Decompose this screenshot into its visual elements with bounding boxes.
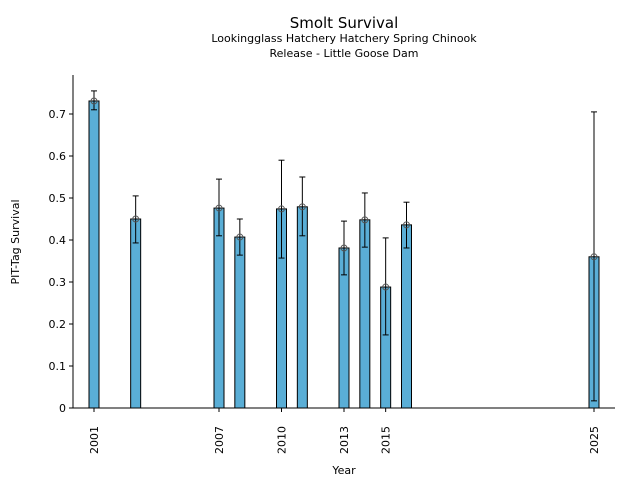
point-marker: [236, 233, 244, 241]
x-tick-label: 2025: [588, 426, 601, 454]
x-tick-label: 2010: [276, 426, 289, 454]
point-marker: [90, 97, 98, 105]
point-marker: [361, 216, 369, 224]
point-marker: [590, 253, 598, 261]
bar-2003: [130, 218, 142, 409]
chart-subtitle-1: Lookingglass Hatchery Hatchery Spring Ch…: [211, 32, 477, 45]
bar-2001: [88, 100, 100, 409]
point-marker: [382, 283, 390, 291]
x-axis-label: Year: [331, 464, 356, 477]
y-tick-label: 0.4: [49, 234, 67, 247]
x-tick-label: 2013: [338, 426, 351, 454]
bar-2007: [213, 207, 225, 409]
point-marker: [298, 203, 306, 211]
x-tick-label: 2001: [88, 426, 101, 454]
point-marker: [132, 215, 140, 223]
bar-2011: [296, 206, 308, 409]
y-tick-label: 0: [59, 402, 66, 415]
point-marker: [403, 221, 410, 229]
bar-2008: [234, 236, 246, 409]
x-tick-label: 2015: [380, 426, 393, 454]
y-tick-label: 0.1: [49, 360, 67, 373]
y-tick-label: 0.3: [49, 276, 67, 289]
x-tick-label: 2007: [213, 426, 226, 454]
point-marker: [278, 205, 285, 213]
y-tick-label: 0.2: [49, 318, 67, 331]
point-marker: [215, 204, 223, 212]
y-tick-label: 0.7: [49, 108, 67, 121]
y-tick-label: 0.5: [49, 192, 67, 205]
y-tick-label: 0.6: [49, 150, 67, 163]
chart-title: Smolt Survival: [290, 14, 399, 32]
chart-subtitle-2: Release - Little Goose Dam: [270, 47, 419, 60]
bar-2014: [359, 219, 371, 409]
point-marker: [340, 244, 348, 252]
bar-2016: [401, 224, 412, 409]
y-axis-label: PIT-Tag Survival: [9, 199, 22, 284]
